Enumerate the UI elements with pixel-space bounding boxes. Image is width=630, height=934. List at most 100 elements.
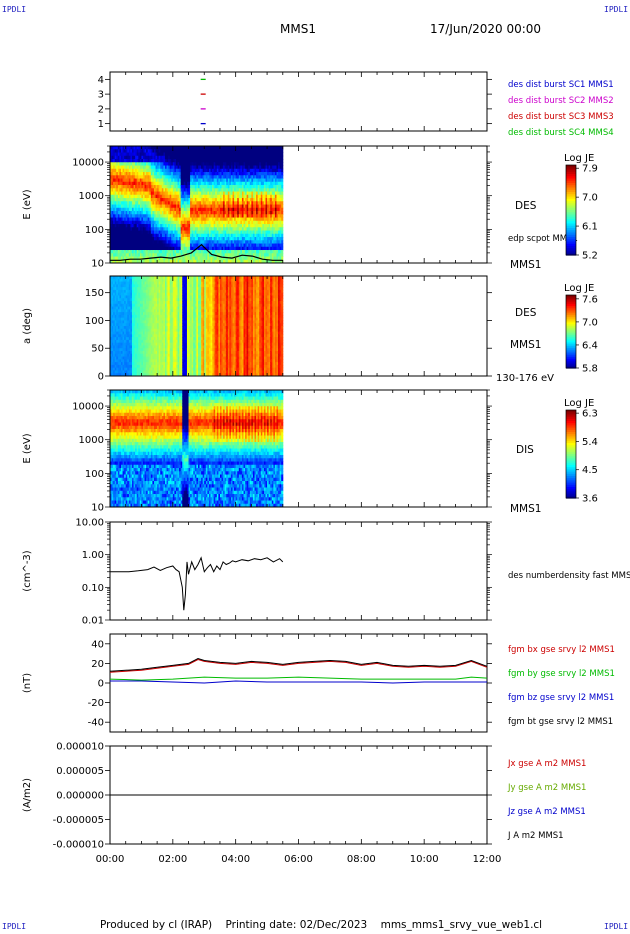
spectro-cell (213, 178, 216, 183)
spectro-cell (122, 149, 125, 153)
spectro-cell (122, 178, 125, 183)
spectro-cell (263, 230, 267, 235)
spectro-cell (139, 175, 142, 179)
spectro-cell (119, 362, 122, 366)
spectro-cell (125, 207, 128, 212)
spectro-cell (121, 298, 124, 302)
spectro-cell (259, 149, 262, 153)
spectro-cell (196, 243, 199, 248)
spectro-cell (171, 172, 174, 176)
spectro-cell (223, 224, 226, 228)
spectro-cell (240, 165, 243, 170)
spectro-cell (218, 250, 221, 254)
spectro-cell (153, 191, 157, 196)
spectro-cell (182, 181, 185, 186)
colorbar-segment (566, 239, 576, 243)
spectro-cell (186, 211, 190, 215)
spectro-cell (205, 162, 208, 166)
spectro-cell (121, 356, 124, 360)
spectro-cell (110, 281, 113, 285)
spectro-cell (136, 287, 139, 291)
spectro-cell (219, 159, 223, 163)
spectro-cell (138, 191, 141, 196)
spectro-cell (251, 253, 254, 257)
spectro-cell (125, 337, 128, 341)
spectro-cell (174, 191, 177, 196)
spectro-cell (205, 198, 208, 202)
spectro-cell (260, 259, 263, 264)
spectro-cell (202, 246, 205, 251)
spectro-cell (153, 178, 157, 183)
spectro-cell (136, 207, 139, 212)
spectro-cell (141, 253, 144, 257)
spectro-cell (227, 211, 230, 215)
spectro-cell (130, 373, 133, 377)
spectro-cell (263, 211, 267, 215)
spectro-cell (229, 188, 232, 192)
spectro-cell (202, 175, 205, 179)
spectro-cell (262, 237, 265, 241)
spectro-cell (212, 149, 215, 153)
spectro-cell (210, 211, 213, 215)
spectro-cell (114, 359, 117, 363)
spectro-cell (268, 207, 271, 212)
spectro-cell (128, 224, 131, 228)
spectro-cell (278, 181, 281, 186)
spectro-cell (130, 353, 133, 358)
spectro-cell (114, 233, 117, 238)
spectro-cell (274, 152, 278, 157)
spectro-cell (166, 259, 169, 264)
spectro-cell (194, 152, 197, 157)
spectro-cell (262, 240, 265, 244)
spectro-cell (169, 181, 172, 186)
spectro-cell (230, 207, 234, 212)
spectro-cell (119, 337, 122, 341)
spectro-cell (141, 240, 144, 244)
spectro-cell (117, 303, 120, 308)
spectro-cell (241, 149, 245, 153)
spectro-cell (146, 243, 149, 248)
spectro-cell (246, 246, 249, 251)
spectro-cell (142, 211, 146, 215)
spectro-cell (193, 246, 196, 251)
spectro-cell (160, 237, 163, 241)
spectro-cell (110, 348, 113, 352)
spectro-cell (213, 162, 216, 166)
spectro-cell (171, 243, 174, 248)
spectro-cell (199, 220, 202, 225)
spectro-cell (139, 339, 142, 344)
spectro-cell (230, 198, 234, 202)
spectro-cell (133, 211, 136, 215)
spectro-cell (144, 250, 147, 254)
spectro-cell (135, 191, 138, 196)
spectro-cell (133, 191, 136, 196)
spectro-cell (230, 162, 234, 166)
spectro-cell (279, 220, 282, 225)
spectro-cell (270, 217, 273, 222)
colorbar-segment (566, 223, 576, 227)
spectro-cell (246, 224, 249, 228)
spectro-cell (111, 175, 114, 179)
spectro-cell (204, 230, 207, 235)
spectro-cell (161, 214, 164, 218)
spectro-cell (265, 233, 268, 238)
spectro-cell (179, 188, 182, 192)
spectro-cell (265, 214, 268, 218)
spectro-cell (136, 342, 139, 346)
spectro-cell (158, 240, 161, 244)
spectro-cell (240, 220, 243, 225)
spectro-cell (110, 370, 113, 374)
spectro-cell (179, 240, 182, 244)
spectro-cell (248, 185, 251, 189)
spectro-cell (142, 198, 146, 202)
spectro-cell (238, 214, 241, 218)
spectro-cell (163, 217, 166, 222)
spectro-cell (199, 146, 202, 150)
spectro-cell (131, 356, 135, 360)
spectro-cell (136, 348, 139, 352)
spectro-cell (124, 181, 127, 186)
spectro-cell (248, 237, 251, 241)
spectro-cell (248, 162, 251, 166)
spectro-cell (130, 188, 133, 192)
spectro-cell (110, 314, 113, 319)
